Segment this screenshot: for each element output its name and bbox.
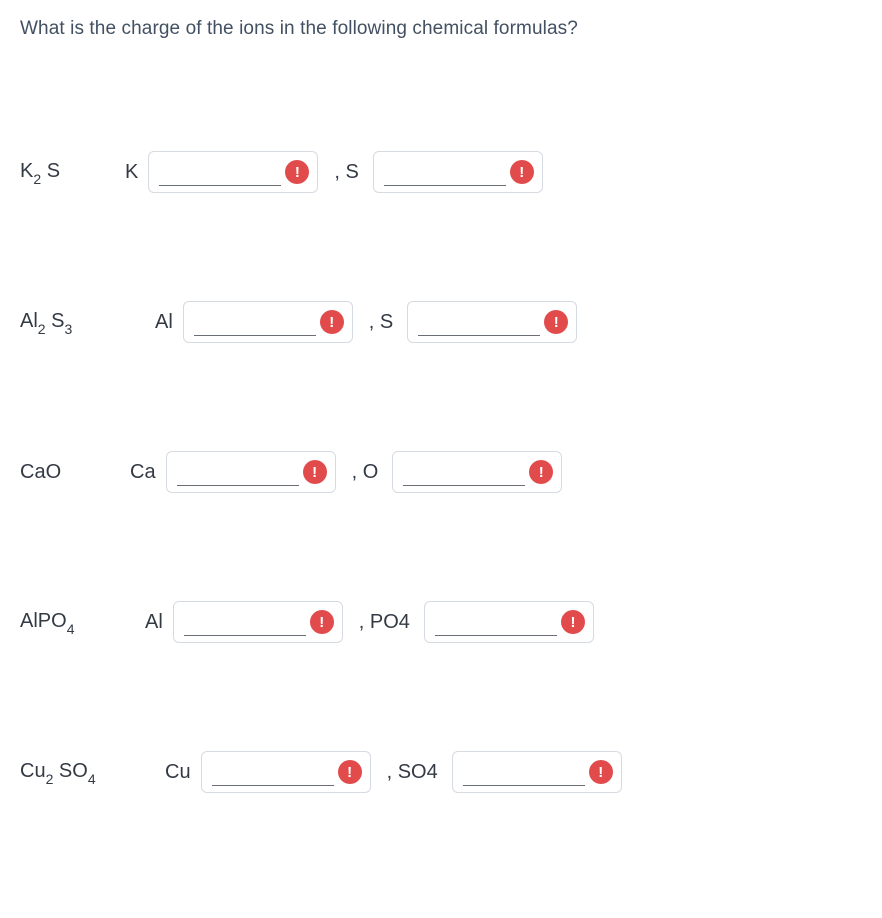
input-underline: [212, 785, 334, 786]
error-icon: [310, 610, 334, 634]
ion1-label: Al: [155, 311, 173, 334]
chemical-formula: K2 S: [20, 160, 60, 182]
error-icon: [589, 760, 613, 784]
ion2-label: , S: [334, 161, 358, 184]
input-underline: [177, 485, 299, 486]
error-icon: [303, 460, 327, 484]
ion2-input[interactable]: [452, 751, 622, 793]
formula-row: Al2 S3 Al , S: [20, 300, 862, 344]
chemical-formula: Cu2 SO4: [20, 760, 96, 782]
ion2-label: , S: [369, 311, 393, 334]
question-text: What is the charge of the ions in the fo…: [20, 18, 862, 40]
ion2-label: , O: [352, 461, 379, 484]
ion2-input[interactable]: [373, 151, 543, 193]
input-underline: [384, 185, 506, 186]
error-icon: [338, 760, 362, 784]
input-underline: [403, 485, 525, 486]
input-underline: [184, 635, 306, 636]
row-lead: Cu2 SO4: [20, 760, 165, 785]
input-underline: [159, 185, 281, 186]
error-icon: [529, 460, 553, 484]
chemical-formula: CaO: [20, 461, 61, 483]
input-underline: [463, 785, 585, 786]
error-icon: [544, 310, 568, 334]
rows-container: K2 S K , S Al2 S3 Al , S CaO Ca , O AlPO4 Al , PO4 C…: [20, 150, 862, 794]
ion1-input[interactable]: [201, 751, 371, 793]
ion1-label: Ca: [130, 461, 156, 484]
row-lead: CaO: [20, 461, 130, 484]
row-lead: Al2 S3: [20, 310, 155, 335]
ion1-label: K: [125, 161, 138, 184]
ion2-input[interactable]: [407, 301, 577, 343]
ion2-input[interactable]: [392, 451, 562, 493]
ion2-label: , SO4: [387, 761, 438, 784]
ion1-input[interactable]: [166, 451, 336, 493]
formula-row: Cu2 SO4 Cu , SO4: [20, 750, 862, 794]
ion2-label: , PO4: [359, 611, 410, 634]
ion1-input[interactable]: [148, 151, 318, 193]
row-lead: K2 S: [20, 160, 125, 185]
input-underline: [435, 635, 557, 636]
ion2-input[interactable]: [424, 601, 594, 643]
formula-row: K2 S K , S: [20, 150, 862, 194]
row-lead: AlPO4: [20, 610, 145, 635]
ion1-label: Al: [145, 611, 163, 634]
formula-row: CaO Ca , O: [20, 450, 862, 494]
input-underline: [418, 335, 540, 336]
error-icon: [320, 310, 344, 334]
chemical-formula: AlPO4: [20, 610, 74, 632]
error-icon: [510, 160, 534, 184]
formula-row: AlPO4 Al , PO4: [20, 600, 862, 644]
ion1-label: Cu: [165, 761, 191, 784]
input-underline: [194, 335, 316, 336]
error-icon: [561, 610, 585, 634]
ion1-input[interactable]: [183, 301, 353, 343]
chemical-formula: Al2 S3: [20, 310, 72, 332]
ion1-input[interactable]: [173, 601, 343, 643]
error-icon: [285, 160, 309, 184]
